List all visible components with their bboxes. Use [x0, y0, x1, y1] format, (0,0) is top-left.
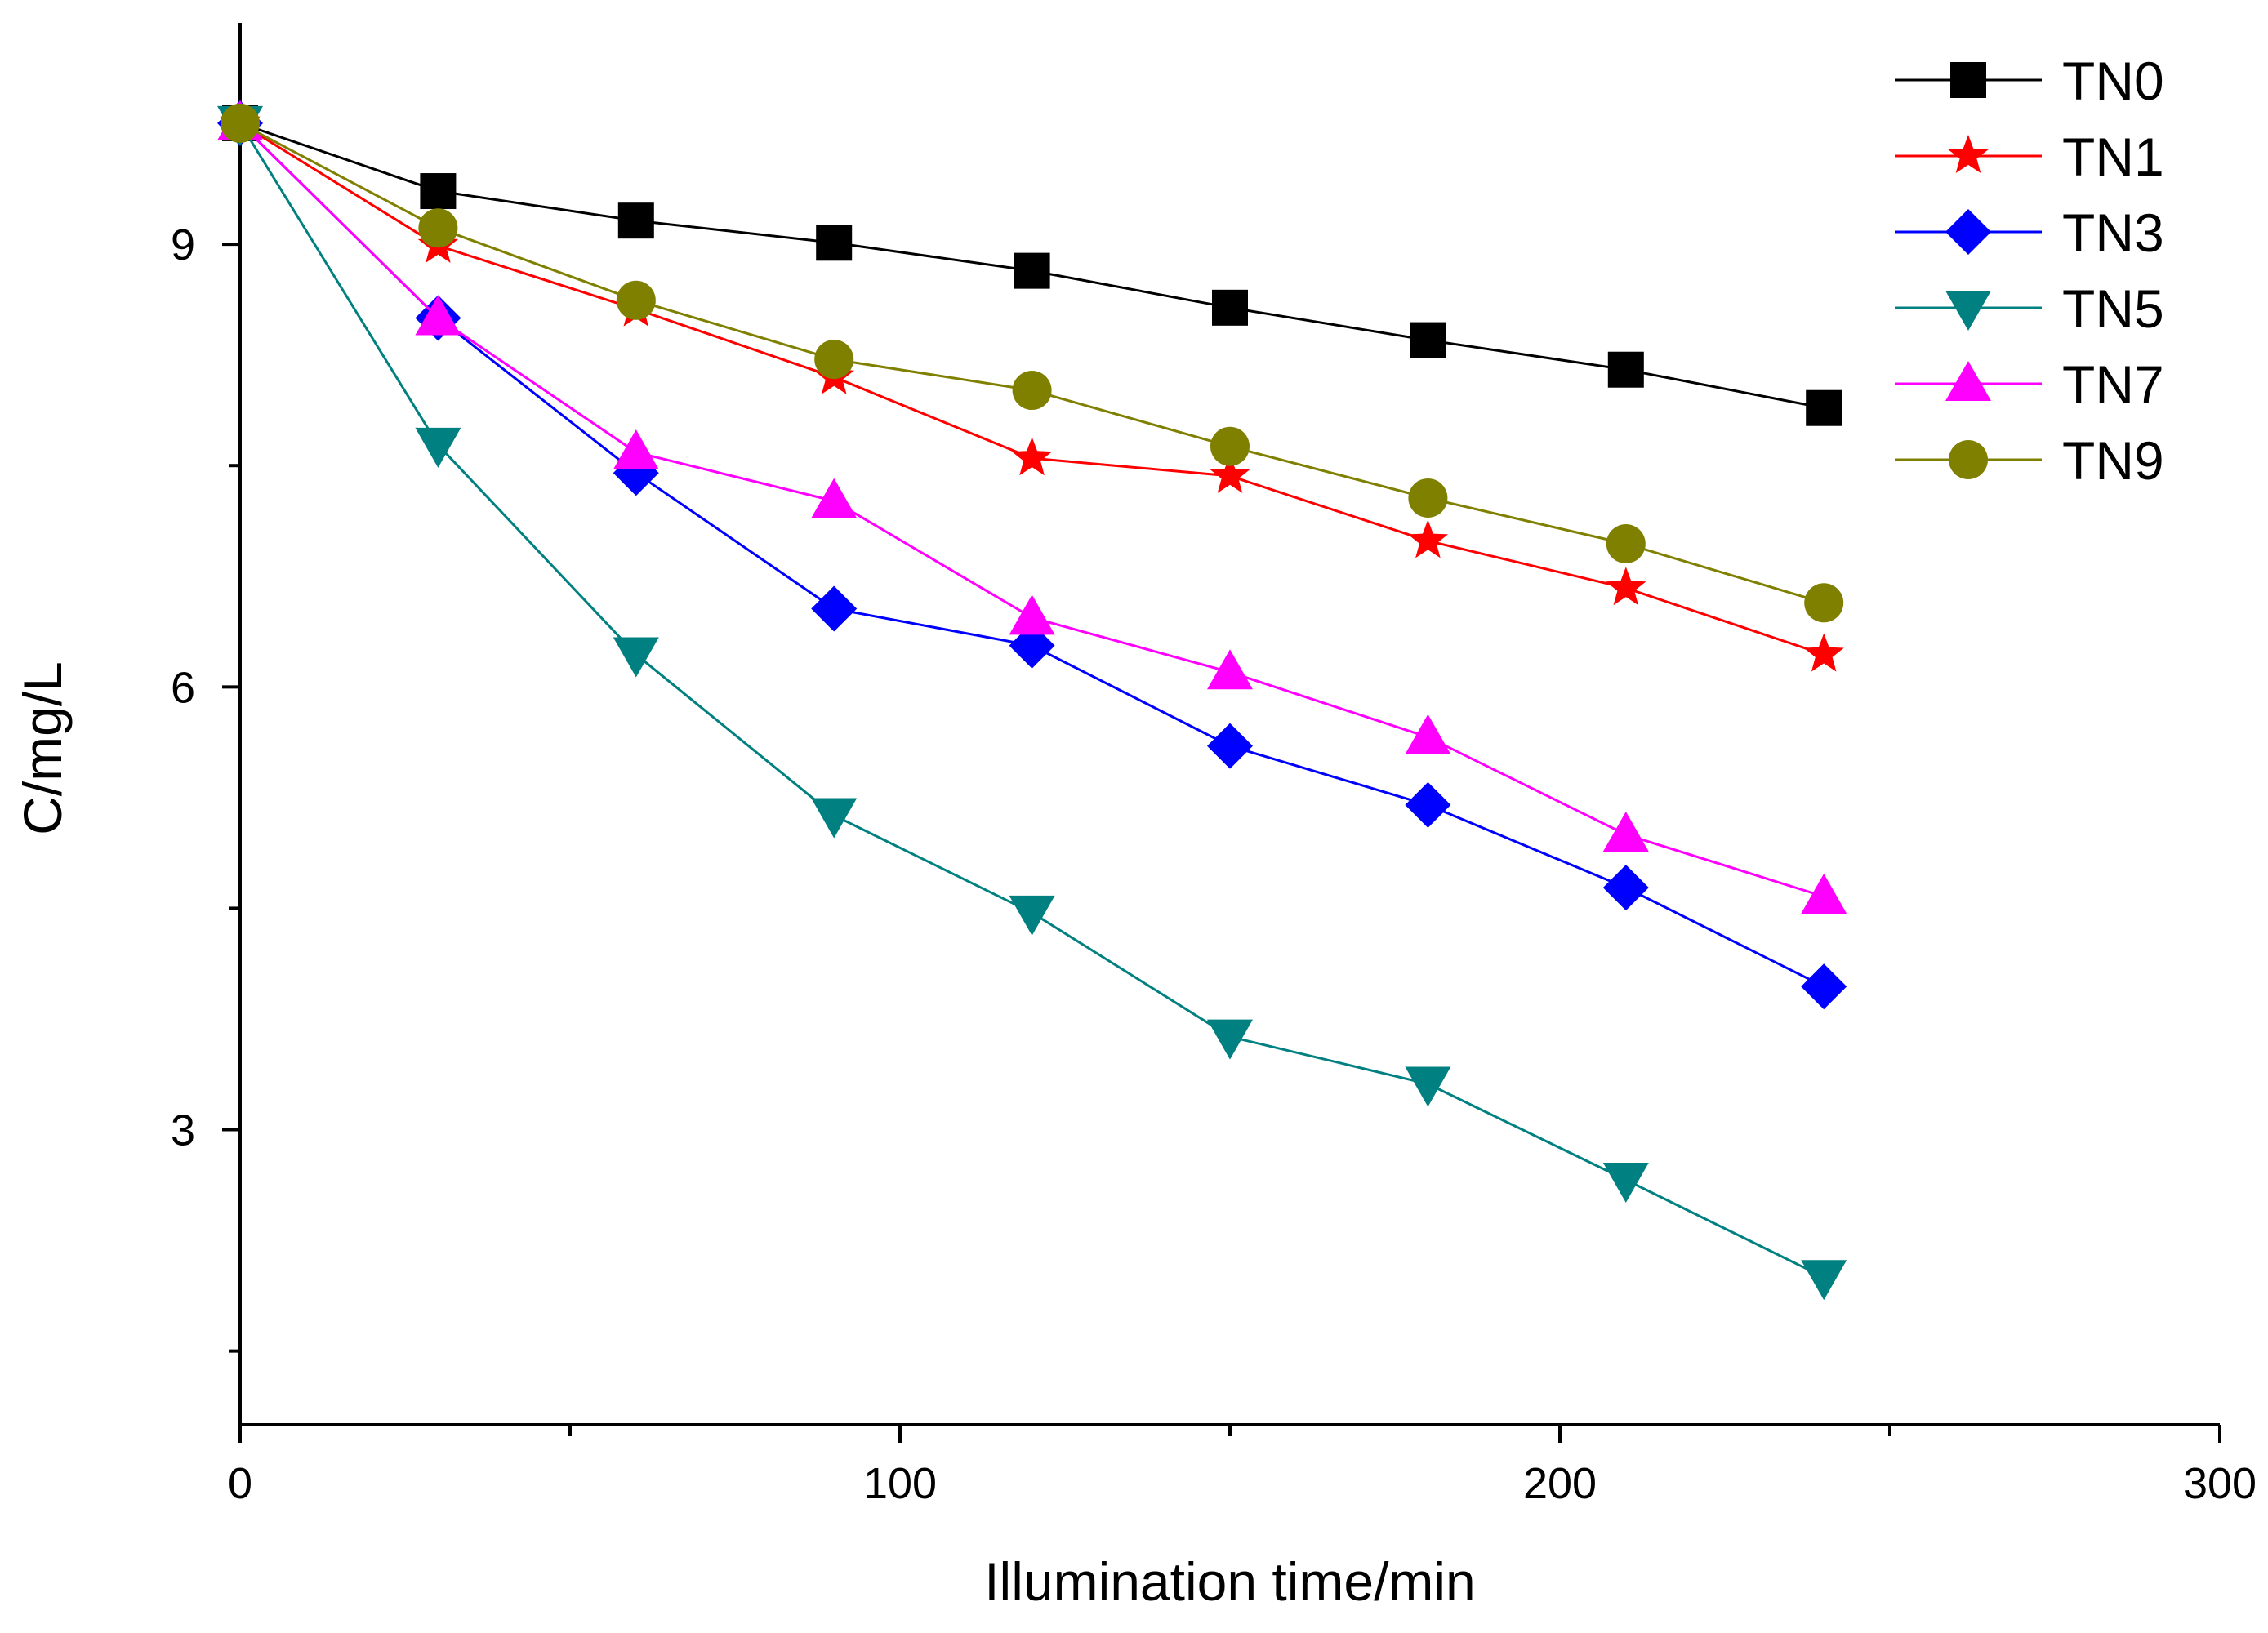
legend-marker: [1945, 361, 1991, 401]
data-point: [1607, 351, 1644, 388]
legend-label: TN3: [2062, 202, 2164, 263]
data-point: [1012, 371, 1052, 411]
axes: 0 100 200 300 3 6 9: [171, 23, 2257, 1508]
data-point: [1405, 1066, 1451, 1107]
legend-label: TN5: [2062, 278, 2164, 339]
y-tick-label: 9: [171, 220, 195, 269]
legend-item-tn0: TN0: [1895, 51, 2164, 111]
data-point: [1009, 594, 1055, 635]
legend-item-tn9: TN9: [1895, 430, 2164, 491]
legend-label: TN0: [2062, 51, 2164, 111]
series-line: [238, 122, 1825, 988]
legend-item-tn7: TN7: [1895, 354, 2164, 415]
legend-marker: [1949, 440, 1988, 479]
legend-label: TN9: [2062, 430, 2164, 491]
data-point: [1009, 895, 1055, 936]
data-point: [816, 225, 853, 261]
series-tn9: [221, 103, 1844, 623]
x-axis-title: Illumination time/min: [984, 1551, 1476, 1612]
y-axis-title: C/mg/L: [12, 661, 73, 835]
data-point: [1407, 519, 1449, 558]
y-tick-label: 3: [171, 1106, 195, 1155]
data-point: [1801, 873, 1847, 914]
legend-item-tn5: TN5: [1895, 278, 2164, 339]
data-point: [1804, 583, 1844, 623]
data-point: [418, 208, 458, 248]
legend-label: TN7: [2062, 354, 2164, 415]
data-point: [221, 103, 260, 143]
data-point: [420, 173, 457, 210]
data-point: [415, 427, 461, 468]
data-point: [1405, 714, 1451, 754]
data-point: [1212, 289, 1248, 326]
data-point: [613, 637, 659, 678]
data-point: [811, 478, 858, 518]
data-point: [1011, 437, 1053, 476]
data-point: [1606, 524, 1646, 564]
data-point: [1210, 426, 1250, 466]
data-point: [1207, 1019, 1253, 1060]
series-layer: [217, 100, 1847, 1301]
data-point: [1405, 781, 1451, 828]
data-point: [1210, 454, 1250, 493]
data-point: [814, 340, 854, 380]
data-point: [616, 280, 656, 320]
data-point: [1806, 389, 1842, 426]
legend-item-tn3: TN3: [1895, 202, 2164, 263]
data-point: [1801, 1260, 1847, 1301]
y-tick-label: 6: [171, 663, 195, 712]
series-tn5: [217, 105, 1847, 1301]
data-point: [1410, 322, 1446, 358]
x-tick-label: 0: [228, 1459, 252, 1508]
legend-marker: [1945, 291, 1991, 331]
legend-marker: [1950, 62, 1986, 98]
data-point: [1602, 1162, 1649, 1203]
legend-marker: [1948, 135, 1989, 173]
data-point: [1207, 723, 1253, 769]
series-line: [238, 122, 1825, 898]
data-point: [1803, 633, 1844, 672]
x-tick-label: 300: [2183, 1459, 2257, 1508]
data-point: [811, 798, 858, 839]
data-point: [1801, 963, 1847, 1010]
series-line: [238, 122, 1825, 1279]
data-point: [1408, 478, 1448, 518]
data-point: [1014, 252, 1050, 289]
series-tn7: [217, 100, 1847, 914]
data-point: [1207, 649, 1253, 690]
x-tick-label: 200: [1523, 1459, 1597, 1508]
data-point: [1602, 812, 1649, 852]
data-point: [1602, 865, 1649, 911]
legend: TN0 TN1 TN3 TN5 TN7 TN9: [1895, 51, 2164, 491]
legend-label: TN1: [2062, 127, 2164, 187]
data-point: [1606, 567, 1646, 606]
legend-marker: [1945, 209, 1991, 255]
data-point: [613, 429, 659, 469]
x-tick-label: 100: [863, 1459, 937, 1508]
data-point: [415, 295, 461, 336]
data-point: [617, 202, 654, 239]
data-point: [811, 585, 858, 632]
legend-item-tn1: TN1: [1895, 127, 2164, 187]
